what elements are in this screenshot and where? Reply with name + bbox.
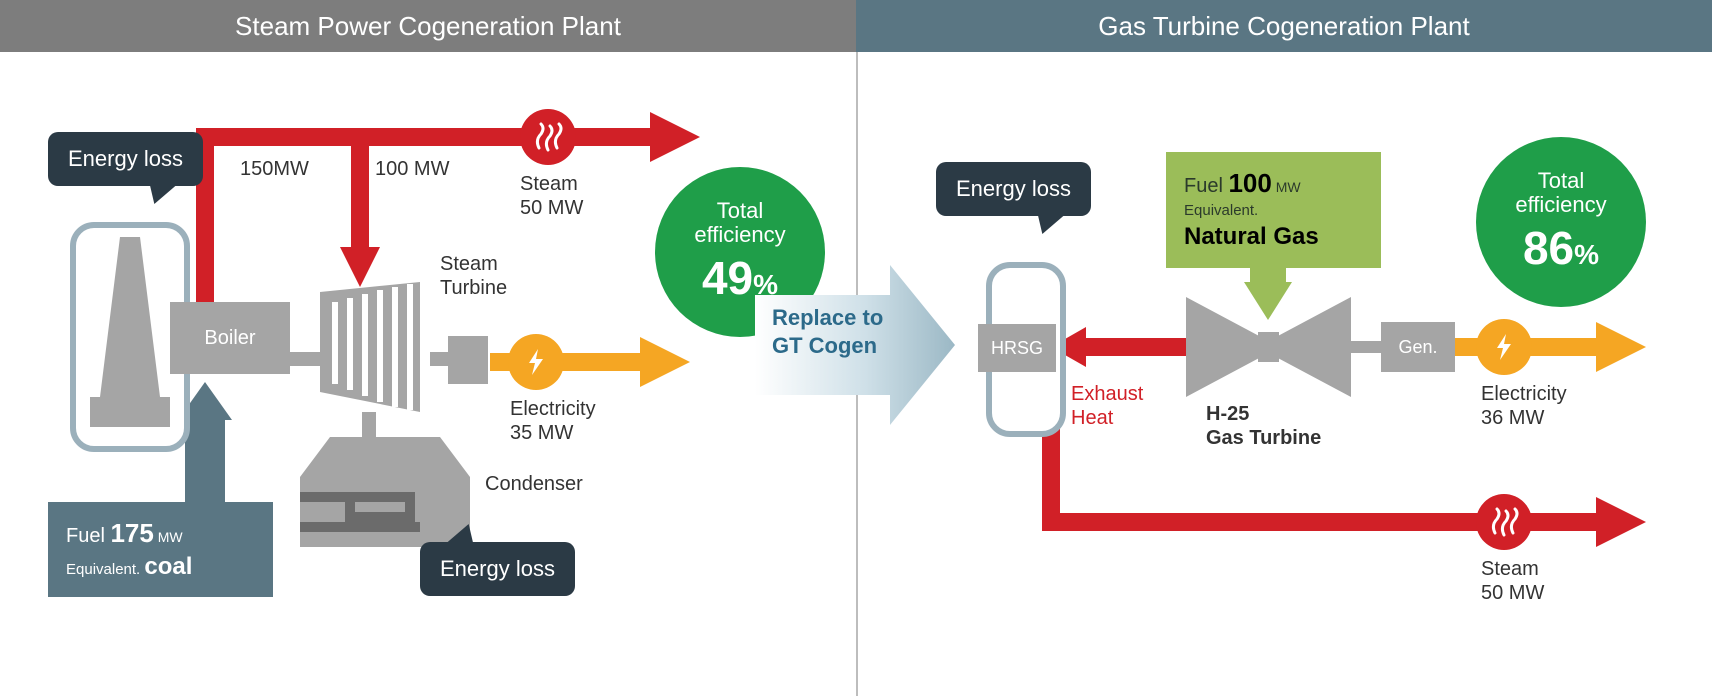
eff-label: Total efficiency xyxy=(694,199,785,247)
elec-value-text: 35 MW xyxy=(510,421,596,445)
panel-steam-plant: Boiler Energy loss Energy loss xyxy=(0,52,856,696)
turbine-name: Gas Turbine xyxy=(1206,427,1321,449)
gas-turbine-label: H-25 Gas Turbine xyxy=(1206,402,1321,450)
elec-label-text: Electricity xyxy=(510,397,596,421)
fuel-r-prefix: Fuel xyxy=(1184,175,1228,197)
turbine-code: H-25 xyxy=(1206,403,1249,425)
fuel-prefix: Fuel xyxy=(66,525,110,547)
eff-r-label: Total efficiency xyxy=(1515,169,1606,217)
fuel-line2: Equivalent. coal xyxy=(66,551,255,583)
fuel-r-unit: MW xyxy=(1272,179,1301,195)
steam-label-text: Steam xyxy=(520,172,583,196)
elec-out-label: Electricity 35 MW xyxy=(510,397,596,445)
header-right: Gas Turbine Cogeneration Plant xyxy=(856,0,1712,52)
exhaust-heat-label: Exhaust Heat xyxy=(1071,382,1143,430)
fuel-value: 175 xyxy=(110,518,153,548)
steam-icon xyxy=(520,109,576,165)
fuel-unit: MW xyxy=(154,529,183,545)
steam-icon-r xyxy=(1476,494,1532,550)
eff-r-unit: % xyxy=(1574,239,1599,270)
gen-label: Gen. xyxy=(1398,337,1437,358)
pipe-100-label: 100 MW xyxy=(375,157,449,181)
steam-value-text: 50 MW xyxy=(520,196,583,220)
eff-r-value-wrap: 86% xyxy=(1523,221,1599,275)
steam-turbine-icon xyxy=(310,282,430,422)
hrsg-label: HRSG xyxy=(991,338,1043,359)
eff-r-value: 86 xyxy=(1523,222,1574,274)
boiler-block: Boiler xyxy=(170,302,290,374)
eff-value: 49 xyxy=(702,252,753,304)
fuel-type: coal xyxy=(144,553,192,580)
electricity-icon-r xyxy=(1476,319,1532,375)
steam-out-r: Steam 50 MW xyxy=(1481,557,1544,605)
elec-out-r: Electricity 36 MW xyxy=(1481,382,1567,430)
energy-loss-bubble-right: Energy loss xyxy=(936,162,1091,216)
condenser-label: Condenser xyxy=(485,472,583,496)
header-left: Steam Power Cogeneration Plant xyxy=(0,0,856,52)
energy-loss-right-text: Energy loss xyxy=(956,176,1071,201)
efficiency-circle-right: Total efficiency 86% xyxy=(1476,137,1646,307)
title-right: Gas Turbine Cogeneration Plant xyxy=(1098,11,1469,42)
hrsg-block: HRSG xyxy=(978,324,1056,372)
fuel-box-right: Fuel 100 MW Equivalent. Natural Gas xyxy=(1166,152,1381,268)
steam-r-label: Steam xyxy=(1481,557,1544,581)
smokestack-icon xyxy=(85,237,175,437)
boiler-label: Boiler xyxy=(204,327,255,350)
elec-r-label: Electricity xyxy=(1481,382,1567,406)
gen-box-left xyxy=(448,336,488,384)
elec-r-value: 36 MW xyxy=(1481,406,1567,430)
gen-block: Gen. xyxy=(1381,322,1455,372)
energy-loss-bubble-bottom: Energy loss xyxy=(420,542,575,596)
shaft-r1 xyxy=(1351,341,1381,353)
fuel-line1: Fuel 175 MW xyxy=(66,516,255,551)
steam-out-label: Steam 50 MW xyxy=(520,172,583,220)
fuel-r-equiv: Equivalent. xyxy=(1184,201,1363,221)
shaft-2 xyxy=(430,352,448,366)
fuel-r-value: 100 xyxy=(1228,168,1271,198)
steam-r-value: 50 MW xyxy=(1481,581,1544,605)
title-left: Steam Power Cogeneration Plant xyxy=(235,11,621,42)
fuel-box-left: Fuel 175 MW Equivalent. coal xyxy=(48,502,273,597)
energy-loss-top-text: Energy loss xyxy=(68,146,183,171)
header-row: Steam Power Cogeneration Plant Gas Turbi… xyxy=(0,0,1712,52)
panel-gas-turbine-plant: HRSG Gen. Energy loss Fuel 100 MW Equiva… xyxy=(856,52,1712,696)
electricity-icon xyxy=(508,334,564,390)
gas-turbine-icon xyxy=(1186,297,1351,397)
energy-loss-bottom-text: Energy loss xyxy=(440,556,555,581)
fuel-r-line1: Fuel 100 MW xyxy=(1184,166,1363,201)
steam-turbine-label: Steam Turbine xyxy=(440,252,507,300)
fuel-equiv: Equivalent. xyxy=(66,561,144,578)
energy-loss-bubble-top: Energy loss xyxy=(48,132,203,186)
fuel-r-type: Natural Gas xyxy=(1184,221,1363,253)
pipe-150-label: 150MW xyxy=(240,157,309,181)
